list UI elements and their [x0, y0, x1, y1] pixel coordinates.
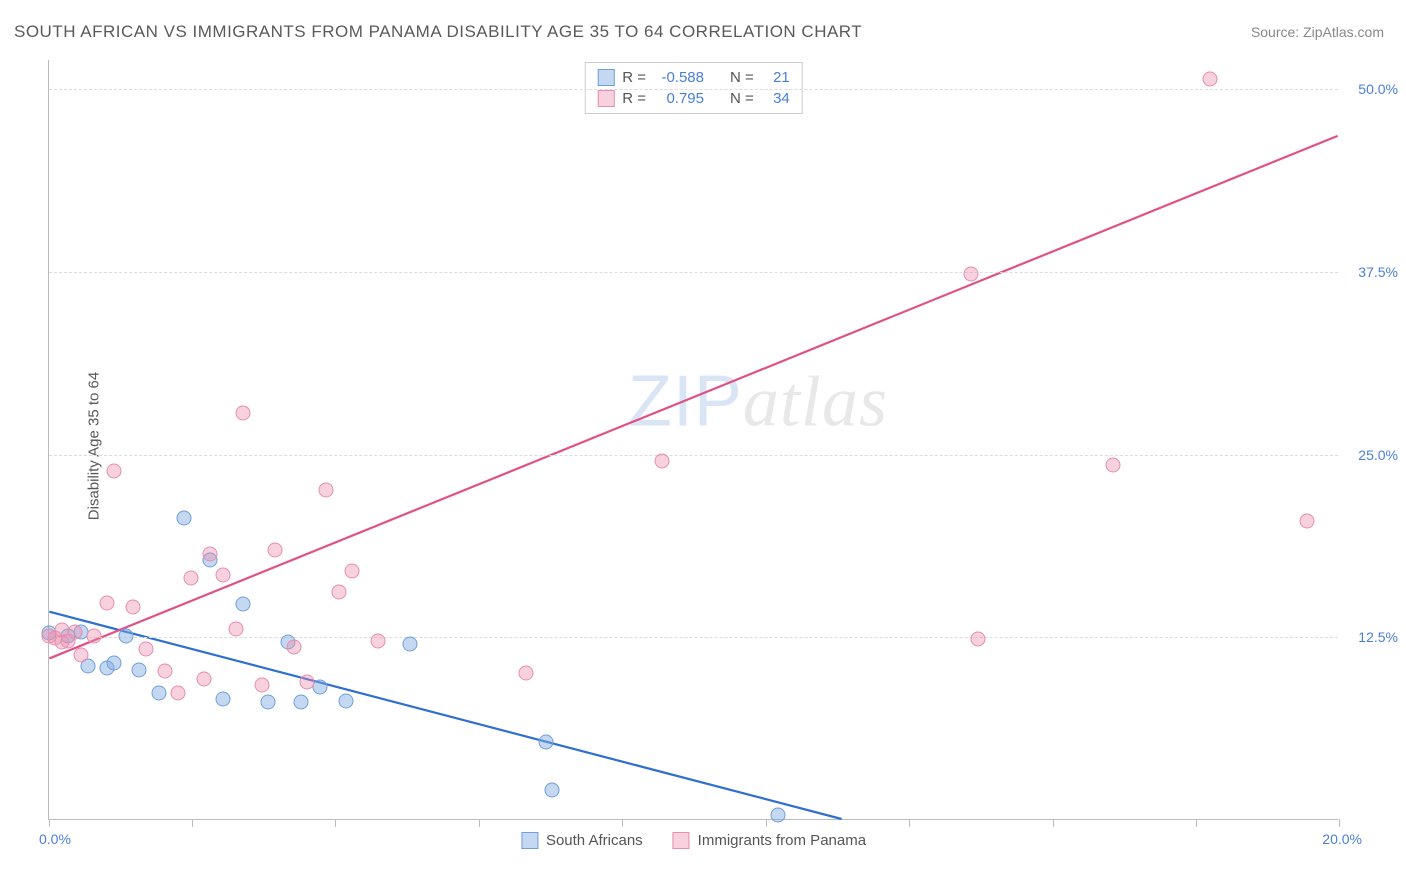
data-point-series-1	[300, 674, 315, 689]
x-tick	[909, 819, 910, 827]
data-point-series-1	[203, 547, 218, 562]
source-citation: Source: ZipAtlas.com	[1251, 24, 1384, 40]
data-point-series-0	[538, 734, 553, 749]
data-point-series-1	[158, 664, 173, 679]
legend-label-1: Immigrants from Panama	[698, 832, 866, 849]
data-point-series-1	[332, 585, 347, 600]
gridline	[49, 272, 1338, 273]
gridline	[49, 637, 1338, 638]
data-point-series-1	[138, 642, 153, 657]
chart-title: SOUTH AFRICAN VS IMMIGRANTS FROM PANAMA …	[14, 22, 862, 42]
data-point-series-1	[654, 453, 669, 468]
data-point-series-0	[119, 629, 134, 644]
data-point-series-1	[171, 686, 186, 701]
legend-item: South Africans	[521, 832, 643, 849]
data-point-series-0	[293, 695, 308, 710]
x-tick	[192, 819, 193, 827]
data-point-series-1	[67, 624, 82, 639]
trend-line	[49, 136, 1337, 659]
data-point-series-1	[183, 570, 198, 585]
data-point-series-1	[1106, 458, 1121, 473]
source-link[interactable]: ZipAtlas.com	[1303, 24, 1384, 40]
data-point-series-0	[177, 510, 192, 525]
data-point-series-0	[545, 782, 560, 797]
trend-line	[49, 612, 841, 819]
data-point-series-0	[338, 693, 353, 708]
trend-lines-layer	[49, 60, 1338, 819]
legend-label-0: South Africans	[546, 832, 643, 849]
data-point-series-1	[345, 563, 360, 578]
source-prefix: Source:	[1251, 24, 1303, 40]
y-tick-label: 50.0%	[1358, 81, 1398, 97]
data-point-series-1	[216, 567, 231, 582]
data-point-series-1	[106, 464, 121, 479]
x-tick	[479, 819, 480, 827]
data-point-series-1	[1299, 513, 1314, 528]
legend-item: Immigrants from Panama	[673, 832, 866, 849]
data-point-series-1	[196, 671, 211, 686]
data-point-series-1	[87, 629, 102, 644]
x-tick	[1053, 819, 1054, 827]
series-legend: South Africans Immigrants from Panama	[521, 832, 866, 849]
x-tick	[1196, 819, 1197, 827]
x-tick-label-min: 0.0%	[39, 831, 71, 847]
gridline	[49, 89, 1338, 90]
data-point-series-0	[235, 597, 250, 612]
data-point-series-0	[403, 636, 418, 651]
data-point-series-1	[254, 677, 269, 692]
x-tick	[766, 819, 767, 827]
data-point-series-0	[312, 680, 327, 695]
data-point-series-1	[125, 600, 140, 615]
data-point-series-1	[287, 639, 302, 654]
data-point-series-1	[519, 665, 534, 680]
data-point-series-1	[964, 266, 979, 281]
swatch-series-1	[673, 832, 690, 849]
correlation-chart: SOUTH AFRICAN VS IMMIGRANTS FROM PANAMA …	[0, 0, 1406, 892]
data-point-series-0	[106, 655, 121, 670]
y-tick-label: 25.0%	[1358, 447, 1398, 463]
x-tick	[335, 819, 336, 827]
x-tick-label-max: 20.0%	[1322, 831, 1362, 847]
data-point-series-1	[100, 595, 115, 610]
data-point-series-1	[1203, 72, 1218, 87]
data-point-series-0	[261, 695, 276, 710]
gridline	[49, 455, 1338, 456]
data-point-series-1	[229, 622, 244, 637]
y-tick-label: 37.5%	[1358, 264, 1398, 280]
data-point-series-1	[74, 648, 89, 663]
data-point-series-0	[216, 692, 231, 707]
data-point-series-1	[970, 632, 985, 647]
x-tick	[1339, 819, 1340, 827]
y-tick-label: 12.5%	[1358, 629, 1398, 645]
data-point-series-0	[770, 807, 785, 822]
data-point-series-1	[319, 483, 334, 498]
x-tick	[622, 819, 623, 827]
swatch-series-0	[521, 832, 538, 849]
data-point-series-0	[132, 662, 147, 677]
x-tick	[49, 819, 50, 827]
data-point-series-1	[370, 633, 385, 648]
data-point-series-0	[151, 686, 166, 701]
data-point-series-1	[267, 543, 282, 558]
data-point-series-1	[235, 405, 250, 420]
plot-area: ZIPatlas R = -0.588 N = 21 R = 0.795 N =…	[48, 60, 1338, 820]
